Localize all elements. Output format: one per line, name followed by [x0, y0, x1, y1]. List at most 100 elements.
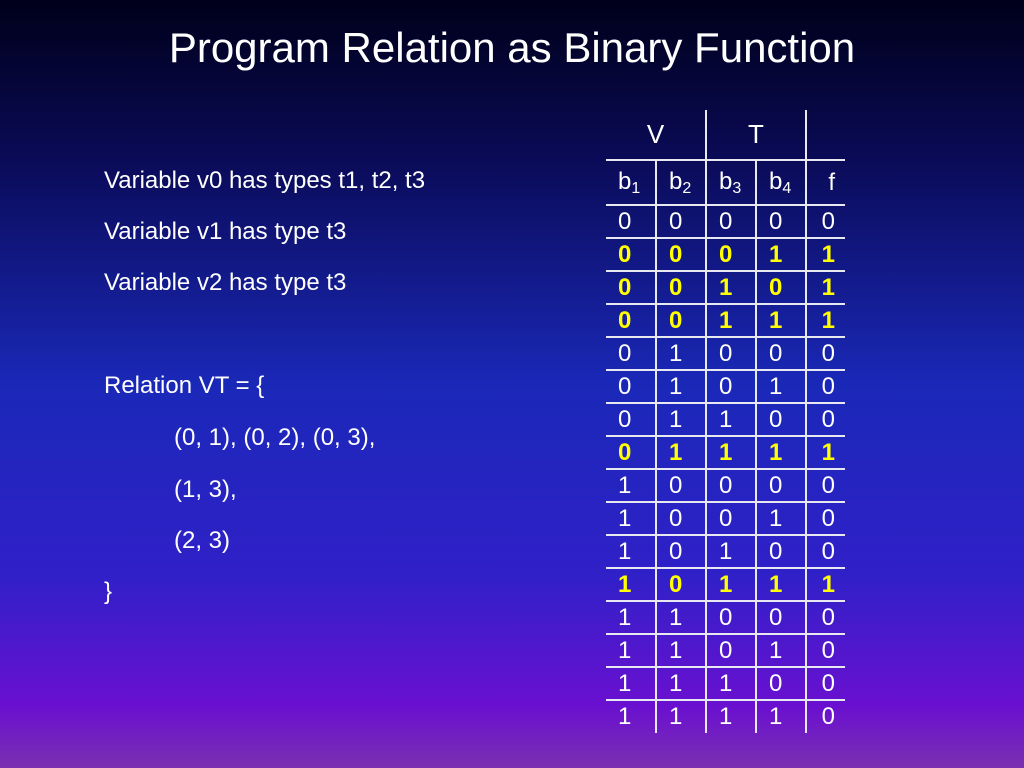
column-header-label: f — [828, 168, 835, 196]
table-cell: 0 — [755, 666, 807, 701]
table-cell: 1 — [755, 369, 807, 404]
table-cell: 1 — [805, 303, 845, 338]
table-cell: 0 — [705, 336, 757, 371]
table-cell: 0 — [805, 204, 845, 239]
table-cell: 0 — [606, 336, 657, 371]
table-cell: 0 — [805, 534, 845, 569]
column-header: f — [805, 159, 845, 206]
table-cell: 0 — [655, 501, 707, 536]
column-header: b1 — [606, 159, 657, 206]
table-cell: 1 — [755, 501, 807, 536]
relation-pair: (2, 3) — [174, 527, 231, 554]
column-header-subscript: 2 — [682, 179, 692, 197]
table-cell: 0 — [755, 336, 807, 371]
table-cell: 1 — [655, 336, 707, 371]
table-cell: 1 — [705, 270, 757, 305]
table-cell: 0 — [655, 303, 707, 338]
table-cell: 1 — [705, 567, 757, 602]
table-cell: 1 — [606, 501, 657, 536]
table-cell: 1 — [606, 534, 657, 569]
table-cell: 1 — [755, 303, 807, 338]
table-cell: 0 — [606, 435, 657, 470]
table-cell: 0 — [705, 633, 757, 668]
table-cell: 1 — [705, 666, 757, 701]
table-cell: 0 — [705, 369, 757, 404]
column-header-subscript: 3 — [732, 179, 742, 197]
column-header-label: b — [719, 167, 733, 195]
table-cell: 1 — [606, 666, 657, 701]
table-cell: 0 — [805, 369, 845, 404]
table-cell: 1 — [606, 600, 657, 635]
text-line: Variable v2 has type t3 — [104, 269, 347, 296]
table-cell: 1 — [655, 699, 707, 733]
table-cell: 0 — [755, 204, 807, 239]
slide-title: Program Relation as Binary Function — [168, 24, 856, 71]
table-cell: 0 — [755, 468, 807, 503]
table-cell: 0 — [755, 534, 807, 569]
table-cell: 0 — [805, 501, 845, 536]
table-cell: 1 — [606, 699, 657, 733]
group-header-empty — [805, 110, 845, 161]
table-cell: 1 — [805, 435, 845, 470]
table-cell: 0 — [805, 600, 845, 635]
relation-close: } — [104, 578, 113, 605]
table-cell: 1 — [705, 435, 757, 470]
table-cell: 0 — [805, 336, 845, 371]
text-line: Variable v0 has types t1, t2, t3 — [104, 167, 426, 194]
table-cell: 1 — [705, 402, 757, 437]
column-header-subscript: 4 — [782, 179, 792, 197]
table-cell: 1 — [705, 534, 757, 569]
table-cell: 1 — [755, 699, 807, 733]
table-cell: 0 — [606, 237, 657, 272]
table-cell: 1 — [705, 303, 757, 338]
table-cell: 1 — [655, 633, 707, 668]
table-cell: 1 — [755, 237, 807, 272]
table-cell: 1 — [755, 435, 807, 470]
table-cell: 0 — [606, 270, 657, 305]
table-cell: 0 — [805, 699, 845, 733]
table-cell: 0 — [606, 402, 657, 437]
table-cell: 0 — [606, 303, 657, 338]
column-header: b3 — [705, 159, 757, 206]
relation-pair: (1, 3), — [174, 476, 237, 503]
group-header-t: T — [705, 110, 807, 161]
table-cell: 0 — [655, 567, 707, 602]
table-cell: 1 — [655, 402, 707, 437]
table-cell: 0 — [655, 270, 707, 305]
table-cell: 1 — [805, 567, 845, 602]
table-cell: 0 — [755, 270, 807, 305]
table-cell: 0 — [655, 204, 707, 239]
column-header: b2 — [655, 159, 707, 206]
table-cell: 0 — [655, 534, 707, 569]
table-cell: 0 — [805, 633, 845, 668]
table-cell: 1 — [705, 699, 757, 733]
table-cell: 1 — [606, 633, 657, 668]
column-header: b4 — [755, 159, 807, 206]
table-cell: 0 — [705, 600, 757, 635]
relation-pair: (0, 1), (0, 2), (0, 3), — [174, 424, 376, 451]
table-cell: 1 — [655, 600, 707, 635]
table-cell: 0 — [606, 204, 657, 239]
table-cell: 1 — [606, 567, 657, 602]
column-header-label: b — [769, 167, 783, 195]
table-cell: 0 — [805, 468, 845, 503]
table-cell: 1 — [655, 435, 707, 470]
table-cell: 1 — [606, 468, 657, 503]
table-cell: 0 — [805, 402, 845, 437]
table-cell: 1 — [655, 369, 707, 404]
table-cell: 1 — [805, 270, 845, 305]
table-cell: 0 — [755, 600, 807, 635]
group-header-row: V T — [606, 110, 845, 161]
column-header-row: b1 b2 b3 b4 f — [606, 159, 845, 206]
table-cell: 0 — [606, 369, 657, 404]
